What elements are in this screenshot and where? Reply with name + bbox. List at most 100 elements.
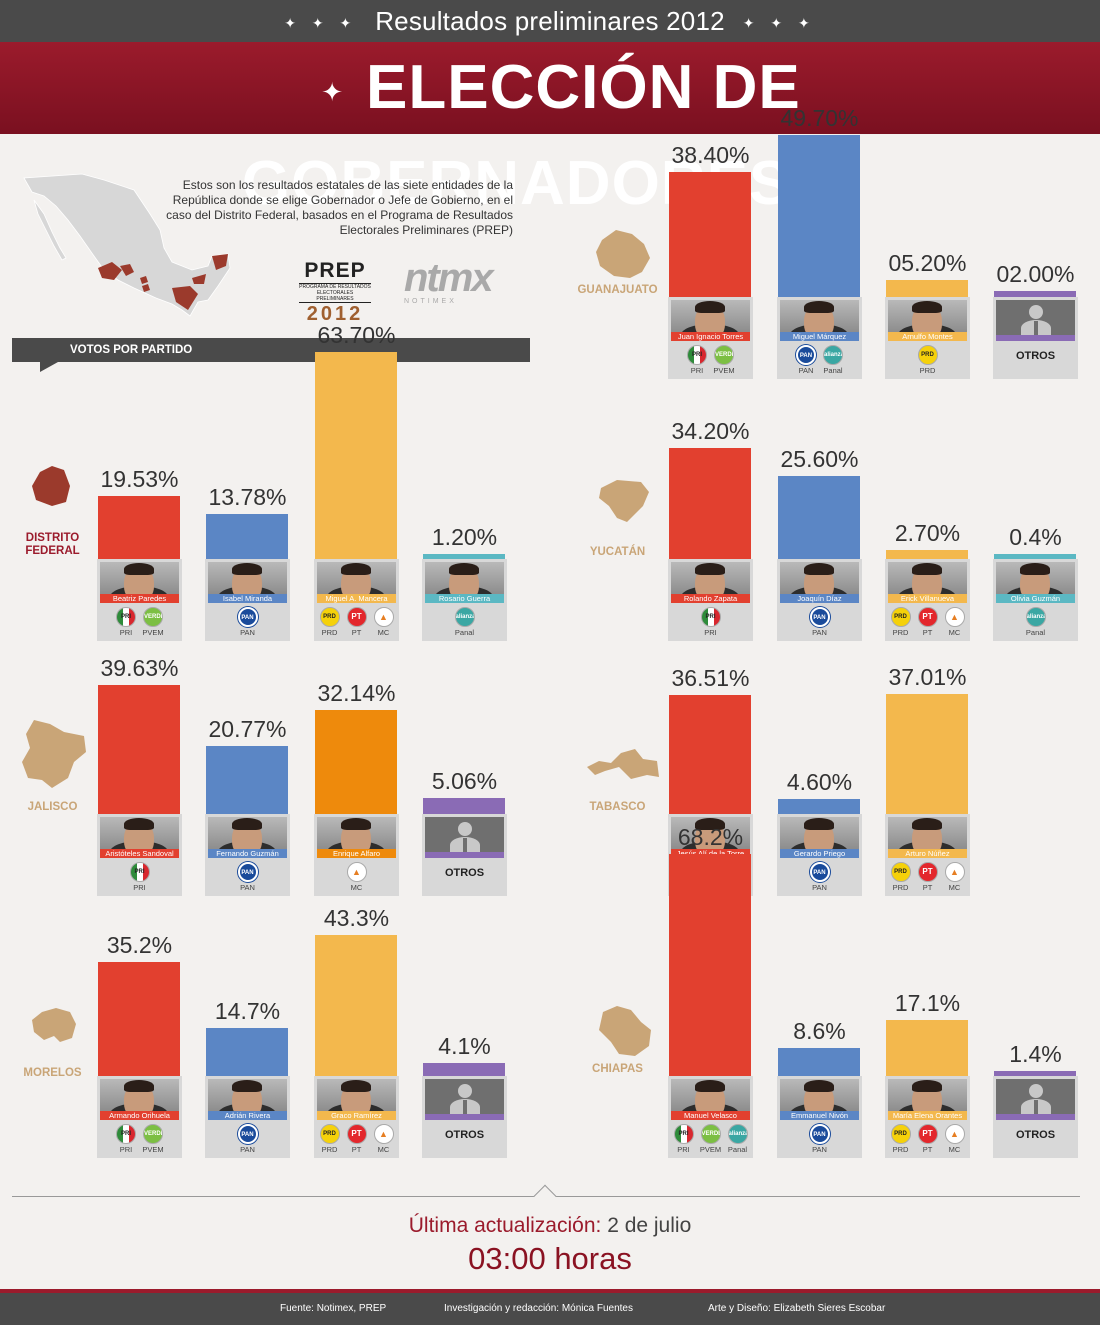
photo-hair [695, 1080, 725, 1092]
pan-logo-icon: PAN [809, 862, 830, 882]
pvem-logo-icon: VERDE [714, 345, 734, 365]
party-logo: ▲ MC [372, 1124, 395, 1155]
party-name: PRI [119, 1145, 133, 1154]
prd-logo-icon: PRD [890, 1124, 911, 1144]
prep-logo-year: 2012 [306, 303, 364, 325]
bar [98, 495, 180, 559]
party-logo: ▲ MC [345, 862, 368, 893]
candidate-name: Aristóteles Sandoval [100, 849, 179, 858]
candidate-card: Olivia Guzmán alianza Panal [993, 559, 1078, 641]
data-label: 14.7% [214, 998, 281, 1025]
candidate-photo [671, 562, 750, 594]
photo-hair [912, 818, 942, 830]
party-name: PRD [919, 366, 936, 375]
state-shape-path [32, 1008, 76, 1042]
party-name: PAN [240, 1145, 255, 1154]
candidate-name: Rolando Zapata [671, 594, 750, 603]
party-name: PRD [321, 1145, 338, 1154]
photo-hair [912, 1080, 942, 1092]
party-logo: alianza Panal [1024, 607, 1047, 638]
candidate-photo [780, 300, 859, 332]
party-name: PVEM [142, 1145, 164, 1154]
otros-head-icon [1029, 1084, 1043, 1098]
candidate-card: Armando Orihuela PRI PRI VERDE PVEM [97, 1076, 182, 1158]
candidate-name: Beatriz Paredes [100, 594, 179, 603]
party-logos: PRD PRD PT PT ▲ MC [314, 1124, 399, 1155]
candidate-name: Gerardo Priego [780, 849, 859, 858]
footer-source: Fuente: Notimex, PREP [280, 1303, 387, 1314]
party-logo: alianza Panal [822, 345, 845, 376]
data-label: 32.14% [317, 679, 396, 706]
otros-label: OTROS [444, 867, 485, 879]
data-label: 4.60% [786, 769, 853, 796]
party-name: PRI [690, 366, 704, 375]
party-name: PVEM [713, 366, 735, 375]
subtitle: Resultados preliminares 2012 [375, 6, 725, 36]
party-name: PT [922, 628, 933, 637]
data-label: 4.1% [438, 1032, 491, 1059]
party-logo: PRD PRD [318, 607, 341, 638]
state-shape-icon [22, 720, 86, 788]
party-logos: PAN PAN [777, 1124, 862, 1155]
candidate-card: Arturo Núñez PRD PRD PT PT ▲ MC [885, 814, 970, 896]
candidate-name: Manuel Velasco [671, 1111, 750, 1120]
bar [98, 685, 180, 814]
party-logos: alianza Panal [993, 607, 1078, 638]
party-name: MC [948, 628, 961, 637]
candidate-card: Joaquín Díaz PAN PAN [777, 559, 862, 641]
party-logos: PAN PAN [777, 862, 862, 893]
photo-hair [341, 1080, 371, 1092]
stars-left-icon: ✦ ✦ ✦ [284, 15, 358, 32]
otros-avatar-icon [425, 1079, 504, 1117]
candidate-card: Miguel A. Mancera PRD PRD PT PT ▲ MC [314, 559, 399, 641]
bar [994, 554, 1076, 559]
state-label: TABASCO [589, 801, 646, 813]
state-shape-path [587, 749, 659, 779]
candidate-name: Olivia Guzmán [996, 594, 1075, 603]
candidate-photo [425, 562, 504, 594]
candidate-photo [780, 562, 859, 594]
footer: Fuente: Notimex, PREP Investigación y re… [0, 1289, 1100, 1325]
ntmx-logo-text: ntmx [404, 256, 494, 300]
party-name: Panal [1025, 628, 1046, 637]
candidate-photo [100, 817, 179, 849]
candidate-name: Isabel Miranda [208, 594, 287, 603]
pvem-logo-icon: VERDE [143, 1124, 163, 1144]
candidate-name: Jesús Alí de la Torre [671, 849, 750, 858]
state-shape-icon [599, 1006, 651, 1056]
party-name: Panal [454, 628, 475, 637]
party-name: PRD [892, 883, 909, 892]
otros-head-icon [1029, 305, 1043, 319]
data-label: 39.63% [100, 655, 179, 682]
party-name: PT [922, 1145, 933, 1154]
photo-hair [804, 818, 834, 830]
candidate-card: María Elena Orantes PRD PRD PT PT ▲ MC [885, 1076, 970, 1158]
pt-logo-icon: PT [346, 607, 367, 627]
photo-hair [695, 301, 725, 313]
candidate-name: Rosario Guerra [425, 594, 504, 603]
party-logo: PT PT [916, 1124, 939, 1155]
candidate-card: Juan Ignacio Torres PRI PRI VERDE PVEM [668, 297, 753, 379]
photo-hair [341, 563, 371, 575]
data-label: 5.06% [431, 767, 498, 794]
footer-research: Investigación y redacción: Mónica Fuente… [444, 1303, 633, 1314]
update-date: 2 de julio [607, 1214, 692, 1237]
party-logo: PAN PAN [795, 345, 818, 376]
data-label: 0.4% [1009, 524, 1062, 550]
candidate-name: Joaquín Díaz [780, 594, 859, 603]
pvem-logo-icon: VERDE [700, 1124, 721, 1144]
party-logo: alianza Panal [453, 607, 476, 638]
candidate-name: Juan Ignacio Torres [671, 332, 750, 341]
photo-hair [1020, 563, 1050, 575]
candidate-photo [208, 817, 287, 849]
data-label: 8.6% [793, 1018, 846, 1045]
otros-tie-icon [463, 838, 467, 852]
data-label: 1.20% [431, 524, 498, 550]
photo-hair [912, 301, 942, 313]
